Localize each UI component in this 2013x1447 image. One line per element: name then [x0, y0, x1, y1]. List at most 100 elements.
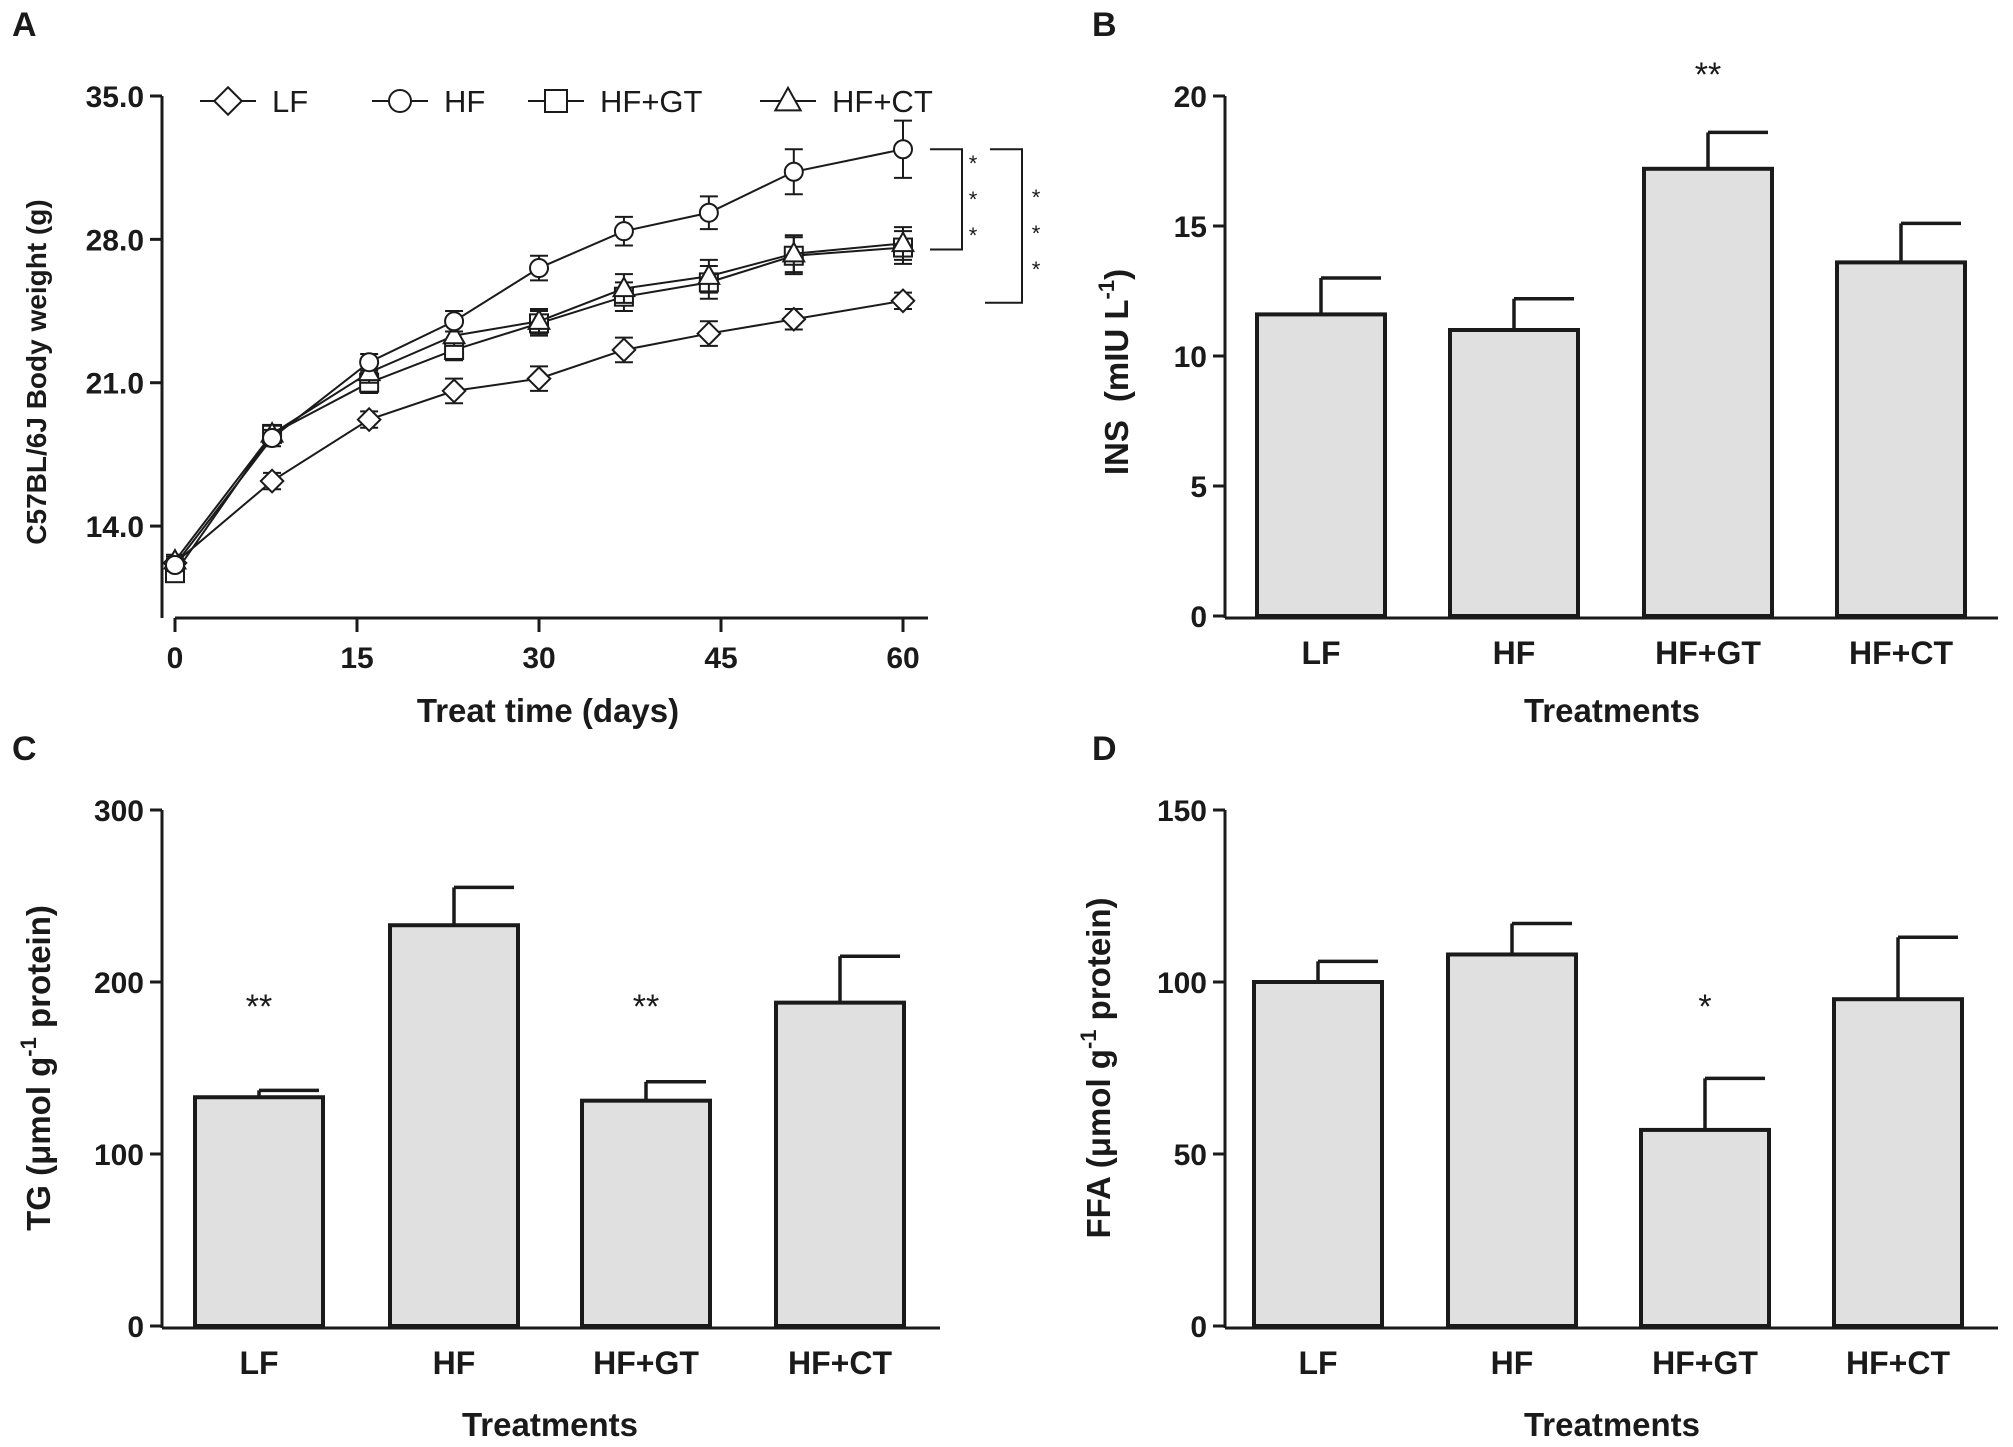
panel-a-legend: LF HF HF+GT HF+CT: [200, 84, 933, 119]
panel-c-bars: LF ** HF HF+GT ** HF+CT: [193, 885, 906, 1381]
panel-b-y-label-main: INS: [1098, 420, 1135, 475]
panel-c-significance-label: **: [633, 988, 659, 1026]
data-point: [262, 428, 283, 449]
panel-b-significance-label: **: [1695, 56, 1721, 94]
panel-a-x-tick-label: 15: [340, 642, 373, 675]
significance-bracket-outer: [985, 148, 1023, 304]
panel-a-y-ticks: 14.0 21.0 28.0 35.0: [86, 81, 162, 544]
legend-marker: [773, 85, 803, 112]
data-point: [781, 306, 807, 332]
data-point: [526, 308, 552, 330]
data-point: [359, 352, 380, 373]
panel-b-bar: [1255, 312, 1387, 618]
legend-item-hf-gt: HF+GT: [528, 84, 703, 119]
panel-b-y-label-unit: (mIU L: [1098, 299, 1135, 402]
data-point: [526, 365, 552, 392]
panel-b-y-label-close: ): [1098, 269, 1135, 280]
panel-c-y-label-main: TG (μmol g: [20, 1057, 57, 1231]
panel-d-y-tick-label: 0: [1190, 1311, 1207, 1344]
panel-a-x-ticks: 0 15 30 45 60: [167, 618, 920, 675]
panel-d-bar: [1446, 952, 1578, 1328]
panel-b-y-tick-label: 20: [1174, 81, 1207, 114]
panel-d-bar: [1639, 1127, 1771, 1329]
panel-c-bar-group-hf-ct: HF+CT: [774, 954, 906, 1381]
data-point: [698, 202, 719, 223]
panel-c-category-label: HF+GT: [593, 1345, 699, 1381]
panel-b-bar: [1835, 260, 1967, 618]
panel-b-bar-group-hf: HF: [1448, 297, 1580, 671]
panel-a-x-tick-label: 60: [886, 642, 919, 675]
panel-d-bar-group-hf-gt: HF+GT *: [1639, 988, 1771, 1381]
legend-marker: [544, 89, 568, 113]
data-point: [441, 378, 467, 404]
legend-item-hf-ct: HF+CT: [760, 84, 933, 119]
data-point: [356, 406, 382, 433]
significance-star: *: [1032, 257, 1041, 282]
panel-b-bar-group-lf: LF: [1255, 276, 1387, 671]
significance-star: *: [969, 223, 978, 248]
series-line: [174, 246, 904, 574]
panel-a-x-tick-label: 45: [704, 642, 737, 675]
panel-d-bar: [1832, 997, 1964, 1328]
panel-b-y-tick-label: 0: [1190, 601, 1207, 634]
legend-marker: [388, 89, 412, 113]
data-point: [611, 337, 637, 363]
panel-b-category-label: HF: [1493, 635, 1536, 671]
panel-d-y-tick-label: 50: [1174, 1139, 1207, 1172]
panel-c-bar-group-lf: LF **: [193, 988, 325, 1381]
panel-b-y-tick-label: 5: [1190, 471, 1207, 504]
panel-b-y-ticks: 0 5 10 15 20: [1174, 81, 1225, 634]
panel-b-bar-group-hf-ct: HF+CT: [1835, 221, 1967, 671]
panel-c-y-tick-label: 200: [94, 967, 144, 1000]
panel-d-bar-group-hf-ct: HF+CT: [1832, 935, 1964, 1381]
panel-b-bar: [1642, 166, 1774, 619]
significance-star: *: [1032, 185, 1041, 210]
data-point: [442, 322, 467, 345]
panel-c-y-label-exp: -1: [16, 1037, 41, 1057]
data-point: [890, 288, 916, 314]
panel-d-category-label: HF: [1491, 1345, 1534, 1381]
panel-b-y-tick-label: 10: [1174, 341, 1207, 374]
legend-label: LF: [272, 84, 308, 119]
panel-d-bar: [1252, 980, 1384, 1328]
panel-c-x-label: Treatments: [462, 1406, 638, 1443]
series-line: [174, 148, 904, 566]
legend-item-lf: LF: [200, 84, 308, 119]
panel-c-y-label: TG (μmol g-1 protein): [16, 905, 57, 1231]
panel-b-letter: B: [1092, 6, 1117, 44]
panel-d-bars: LF HF HF+GT * HF+CT: [1252, 921, 1964, 1381]
data-point: [781, 240, 806, 263]
data-point: [696, 263, 721, 285]
panel-d-x-label: Treatments: [1524, 1406, 1700, 1443]
panel-a-y-tick-label: 35.0: [86, 81, 144, 114]
panel-c-y-ticks: 0 100 200 300: [94, 795, 162, 1344]
panel-a-y-tick-label: 28.0: [86, 224, 144, 257]
significance-star: *: [969, 187, 978, 212]
panel-d-y-label-close: protein): [1080, 898, 1117, 1030]
legend-label: HF+CT: [832, 84, 933, 119]
panel-b: B 0 5 10 15 20 LF HF HF+GT ** HF+CT Treatments I…: [1092, 6, 1998, 729]
panel-c-bar-group-hf-gt: HF+GT **: [580, 988, 712, 1381]
panel-c-bar: [388, 923, 520, 1328]
panel-b-bar: [1448, 328, 1580, 618]
panel-b-category-label: LF: [1301, 635, 1340, 671]
legend-label: HF+GT: [600, 84, 703, 119]
data-point: [613, 221, 634, 242]
data-point: [259, 468, 285, 494]
data-point: [444, 311, 465, 332]
panel-d-letter: D: [1092, 730, 1117, 768]
data-point: [165, 554, 185, 575]
panel-b-category-label: HF+GT: [1655, 635, 1761, 671]
panel-d-category-label: HF+CT: [1846, 1345, 1950, 1381]
significance-star: *: [1032, 221, 1041, 246]
panel-c-y-tick-label: 0: [127, 1311, 144, 1344]
panel-d-significance-label: *: [1698, 988, 1711, 1026]
panel-a-y-tick-label: 14.0: [86, 511, 144, 544]
panel-a-series: [162, 119, 916, 584]
panel-d-bar-group-hf: HF: [1446, 921, 1578, 1381]
panel-c: C 0 100 200 300 LF ** HF HF+GT ** HF+CT Treatmen…: [12, 730, 940, 1443]
panel-a-x-tick-label: 30: [522, 642, 555, 675]
panel-c-bar: [580, 1098, 712, 1329]
panel-c-y-label-close: protein): [20, 905, 57, 1037]
